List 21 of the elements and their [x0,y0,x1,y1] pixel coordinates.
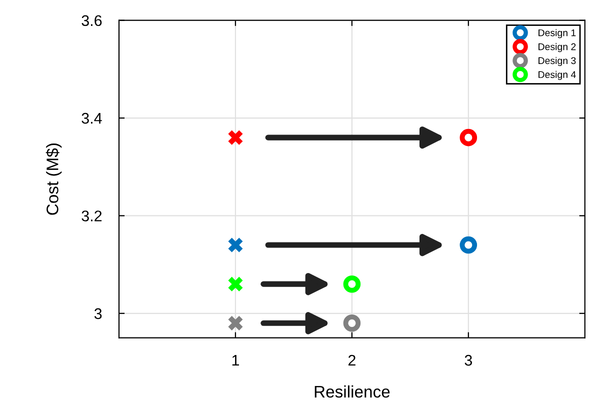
legend-label: Design 2 [538,43,576,52]
point [228,130,243,145]
legend-label: Design 4 [538,70,576,80]
y-tick-label: 3 [94,308,102,320]
point [228,238,243,252]
point [343,275,361,293]
x-tick-label: 2 [348,354,356,366]
point [460,236,478,254]
point [343,314,361,332]
point [460,128,478,146]
legend-label: Design 3 [538,56,576,66]
x-tick-label: 1 [232,355,239,366]
x-tick-label: 3 [464,354,472,366]
point [228,316,243,330]
point [228,276,243,292]
y-tick-label: 3.2 [82,210,102,222]
x-axis-title: Resilience [314,385,390,398]
y-tick-label: 3.4 [82,112,102,124]
y-axis-title: Cost (M$) [46,144,62,215]
legend-label: Design 1 [538,29,576,38]
y-tick-label: 3.6 [82,15,102,26]
